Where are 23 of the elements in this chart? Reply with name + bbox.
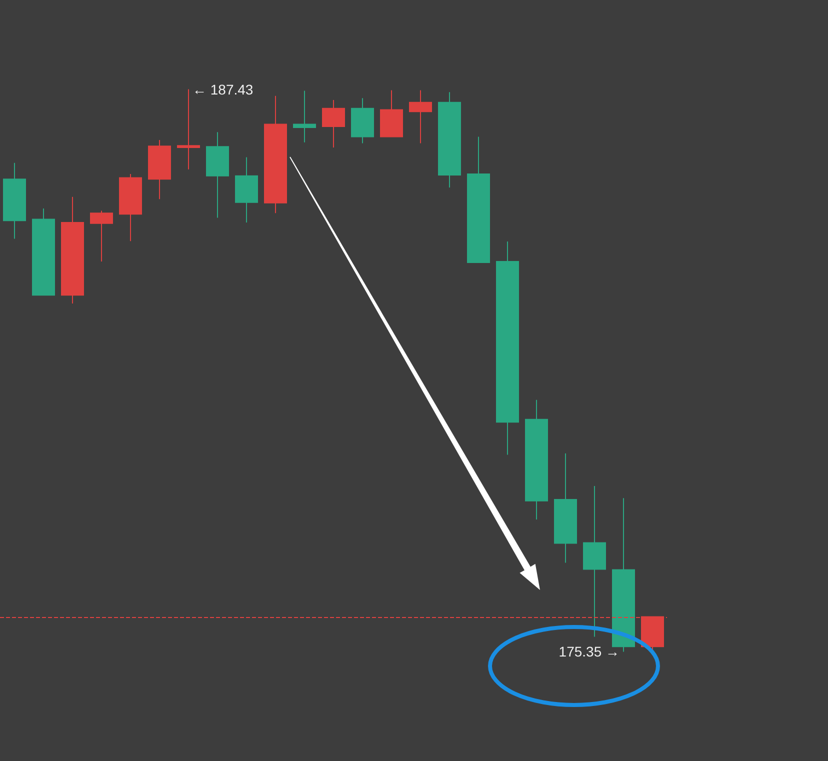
candlestick (32, 208, 55, 296)
annotation: ← 187.43 (192, 81, 254, 98)
candlestick (322, 100, 345, 148)
candlestick (90, 210, 113, 262)
candlestick (583, 485, 606, 638)
candlestick (351, 98, 374, 144)
candlestick (293, 90, 316, 143)
candlestick (3, 162, 26, 240)
candlestick (61, 196, 84, 304)
candlestick (554, 452, 577, 564)
candlestick (206, 132, 229, 218)
candlestick (380, 90, 403, 138)
candlestick (612, 498, 635, 652)
candlestick (119, 174, 142, 242)
candlestick (496, 241, 519, 456)
candlestick (148, 140, 171, 200)
candlestick (438, 92, 461, 188)
annotation: 175.35 → (558, 644, 620, 660)
candlestick (409, 90, 432, 144)
candlestick (235, 156, 258, 223)
candlestick (525, 399, 548, 520)
candlestick (264, 95, 287, 214)
candlestick (467, 136, 490, 264)
